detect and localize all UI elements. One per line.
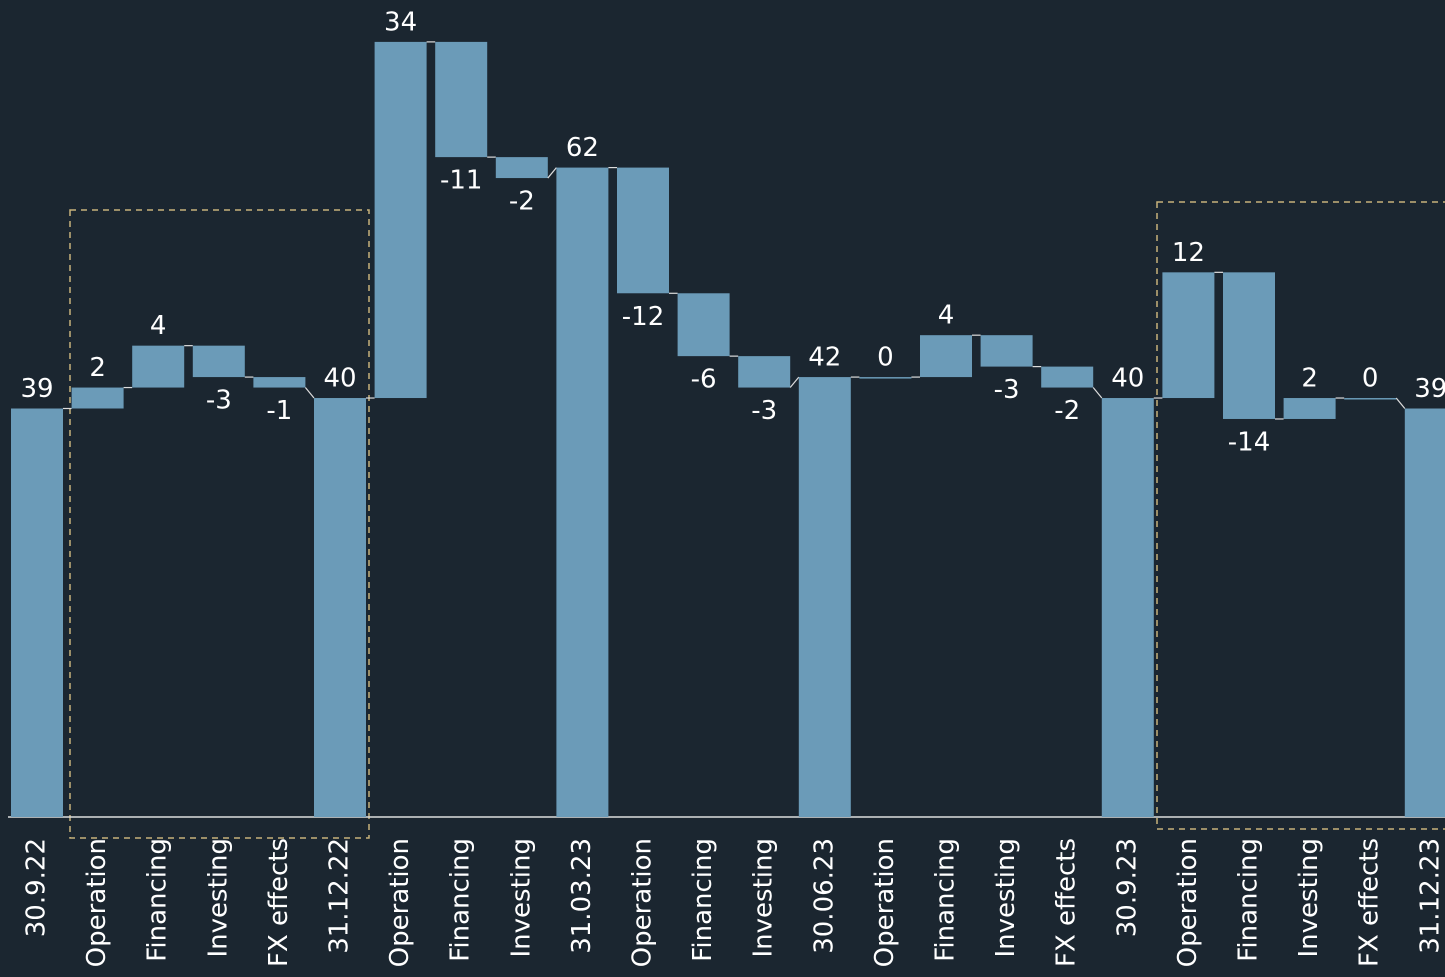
bar	[738, 356, 791, 388]
value-label: 4	[938, 301, 955, 331]
x-tick-label: 30.9.23	[1112, 838, 1142, 937]
value-label: -6	[691, 365, 717, 395]
bar	[495, 157, 548, 179]
bar	[435, 41, 488, 158]
connector	[789, 376, 800, 388]
connector	[547, 167, 557, 179]
bar	[556, 167, 609, 818]
x-tick-label: Financing	[1234, 838, 1264, 962]
value-label: -1	[266, 396, 292, 426]
x-tick-label: FX effects	[264, 838, 294, 967]
x-tick-label: Investing	[991, 838, 1021, 957]
value-label: -12	[622, 302, 664, 332]
value-label: -2	[509, 187, 535, 217]
value-label: 4	[150, 311, 167, 341]
x-tick-label: Operation	[1173, 838, 1203, 967]
x-tick-label: Financing	[143, 838, 173, 962]
highlight-box	[1156, 201, 1445, 830]
value-label: 39	[20, 374, 53, 404]
bar	[980, 335, 1033, 367]
bar	[1404, 408, 1445, 817]
x-tick-label: Investing	[749, 838, 779, 957]
x-tick-label: 30.9.22	[22, 838, 52, 937]
value-label: -2	[1054, 396, 1080, 426]
bar	[71, 387, 124, 409]
bar	[1162, 272, 1215, 399]
highlight-box	[69, 209, 370, 839]
x-tick-label: 31.03.23	[567, 838, 597, 954]
x-tick-label: 31.12.23	[1415, 838, 1445, 954]
bar	[192, 345, 245, 378]
connector	[304, 387, 315, 399]
value-label: 40	[323, 364, 356, 394]
x-tick-label: Investing	[506, 838, 536, 957]
value-label: 62	[566, 133, 599, 163]
value-label: -3	[751, 396, 777, 426]
x-tick-label: Financing	[446, 838, 476, 962]
bar	[11, 408, 63, 817]
value-label: 12	[1172, 238, 1205, 268]
x-tick-label: Operation	[82, 838, 112, 967]
x-tick-label: FX effects	[1355, 838, 1385, 967]
bar	[677, 293, 730, 357]
bar	[920, 335, 972, 378]
x-tick-label: FX effects	[1052, 838, 1082, 967]
x-tick-label: Financing	[688, 838, 718, 962]
value-label: -3	[206, 386, 232, 416]
value-label: 0	[1362, 364, 1379, 394]
bar	[1283, 398, 1336, 419]
bar	[798, 377, 851, 817]
value-label: -14	[1228, 427, 1270, 457]
value-label: 42	[808, 343, 841, 373]
bar	[314, 398, 366, 817]
bar	[253, 377, 306, 388]
value-label: 34	[384, 7, 417, 37]
bar	[1101, 398, 1154, 817]
x-tick-label: 30.06.23	[809, 838, 839, 954]
x-tick-label: Operation	[628, 838, 658, 967]
bar	[1041, 366, 1094, 388]
value-label: -11	[440, 166, 482, 196]
value-label: 0	[877, 343, 894, 373]
value-label: -3	[994, 375, 1020, 405]
x-tick-label: Operation	[385, 838, 415, 967]
value-label: 40	[1111, 364, 1144, 394]
connector	[1092, 387, 1103, 399]
bar	[617, 167, 669, 294]
x-tick-label: Investing	[203, 838, 233, 957]
x-tick-label: Financing	[931, 838, 961, 962]
x-tick-label: Operation	[870, 838, 900, 967]
bar	[1344, 398, 1397, 400]
bar	[374, 41, 427, 399]
connector	[1395, 397, 1406, 409]
x-tick-label: 31.12.22	[325, 838, 355, 954]
value-label: 2	[89, 353, 106, 383]
value-label: 2	[1301, 364, 1318, 394]
bar	[1223, 272, 1275, 419]
x-tick-label: Investing	[1294, 838, 1324, 957]
value-label: 39	[1414, 374, 1445, 404]
bar	[859, 377, 912, 379]
bar	[132, 345, 185, 388]
